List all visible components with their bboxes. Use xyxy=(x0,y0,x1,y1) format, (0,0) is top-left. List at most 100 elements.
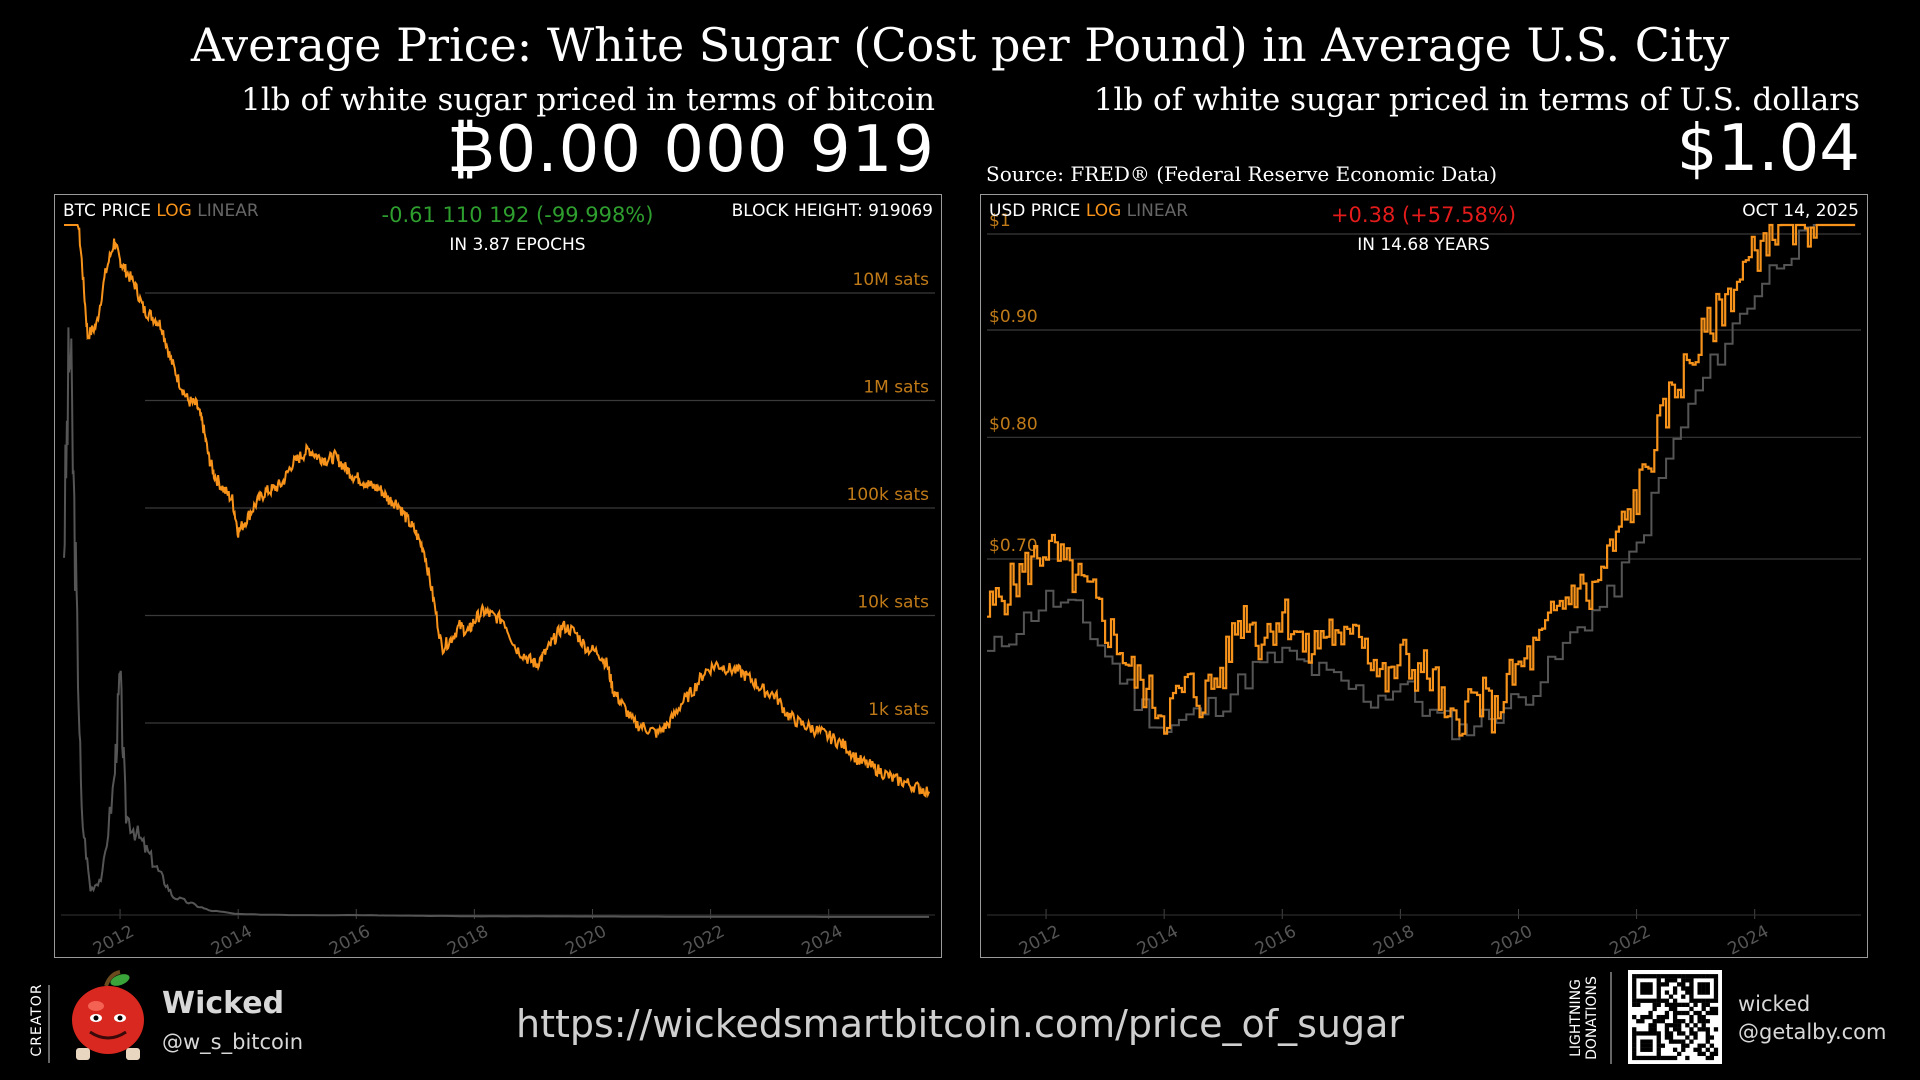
qr-module xyxy=(1644,982,1649,987)
qr-module xyxy=(1693,1023,1698,1028)
qr-module xyxy=(1632,1002,1637,1007)
btc-x-tick-label: 2024 xyxy=(799,922,847,956)
qr-module xyxy=(1668,1055,1674,1061)
qr-module xyxy=(1648,1043,1653,1048)
current-date: OCT 14, 2025 xyxy=(1742,201,1859,221)
qr-module xyxy=(1640,1043,1645,1048)
usd-linear-toggle[interactable]: LINEAR xyxy=(1126,201,1189,221)
qr-module xyxy=(1648,1047,1653,1052)
qr-module xyxy=(1632,1014,1637,1020)
qr-module xyxy=(1705,1055,1710,1061)
qr-module xyxy=(1644,990,1649,995)
creator-handle[interactable]: @w_s_bitcoin xyxy=(162,1030,304,1054)
qr-module xyxy=(1697,974,1702,979)
btc-linear-toggle[interactable]: LINEAR xyxy=(197,201,259,221)
qr-module xyxy=(1693,1035,1698,1040)
btc-linear-line xyxy=(63,327,930,918)
qr-module xyxy=(1701,1043,1706,1048)
usd-x-tick-label: 2018 xyxy=(1370,922,1418,956)
qr-module xyxy=(1668,1002,1674,1007)
qr-module xyxy=(1672,1039,1678,1044)
btc-price-label: BTC PRICE xyxy=(63,201,152,221)
qr-module xyxy=(1685,1010,1690,1016)
qr-module xyxy=(1656,1051,1661,1057)
qr-module xyxy=(1664,1035,1670,1040)
qr-module xyxy=(1660,1014,1665,1020)
qr-module xyxy=(1705,982,1710,987)
qr-module xyxy=(1652,1031,1657,1036)
qr-module xyxy=(1705,998,1710,1003)
qr-module xyxy=(1672,974,1678,979)
qr-module xyxy=(1709,1055,1715,1061)
qr-module xyxy=(1677,1039,1682,1044)
qr-module xyxy=(1701,998,1706,1003)
qr-module xyxy=(1644,1043,1649,1048)
qr-module xyxy=(1648,998,1653,1003)
qr-module xyxy=(1713,1027,1719,1032)
right-subtitle: 1lb of white sugar priced in terms of U.… xyxy=(1093,82,1860,118)
qr-module xyxy=(1705,974,1710,979)
qr-module xyxy=(1672,1006,1678,1012)
qr-module xyxy=(1632,994,1637,999)
qr-module xyxy=(1672,990,1678,995)
btc-log-toggle[interactable]: LOG xyxy=(156,201,192,221)
qr-module xyxy=(1681,986,1686,991)
qr-module xyxy=(1705,1039,1710,1044)
site-url[interactable]: https://wickedsmartbitcoin.com/price_of_… xyxy=(515,1002,1405,1046)
qr-module xyxy=(1656,986,1661,991)
qr-module xyxy=(1697,986,1702,991)
qr-module xyxy=(1677,974,1682,979)
qr-module xyxy=(1681,1010,1686,1016)
usd-level-label: $1 xyxy=(989,211,1011,231)
qr-module xyxy=(1664,1055,1670,1061)
lightning-qr-code[interactable] xyxy=(1628,970,1722,1064)
qr-module xyxy=(1652,1023,1657,1028)
qr-module xyxy=(1677,1051,1682,1057)
qr-module xyxy=(1685,974,1690,979)
qr-module xyxy=(1681,1019,1686,1024)
qr-module xyxy=(1632,986,1637,991)
qr-module xyxy=(1660,974,1665,979)
qr-module xyxy=(1668,1035,1674,1040)
qr-module xyxy=(1664,1010,1670,1016)
qr-module xyxy=(1677,1010,1682,1016)
qr-module xyxy=(1693,1010,1698,1016)
left-price-value: ₿0.00 000 919 xyxy=(447,113,935,187)
qr-module xyxy=(1713,1047,1719,1052)
qr-module xyxy=(1713,1051,1719,1057)
lightning-address-line2[interactable]: @getalby.com xyxy=(1738,1020,1887,1044)
qr-module xyxy=(1656,1035,1661,1040)
qr-module xyxy=(1668,1023,1674,1028)
avatar xyxy=(68,970,148,1062)
qr-module xyxy=(1681,978,1686,983)
qr-module xyxy=(1685,978,1690,983)
qr-module xyxy=(1681,1031,1686,1036)
qr-module xyxy=(1632,982,1637,987)
page-title: Average Price: White Sugar (Cost per Pou… xyxy=(190,18,1730,72)
qr-module xyxy=(1672,1010,1678,1016)
usd-log-toggle[interactable]: LOG xyxy=(1085,201,1122,221)
qr-module xyxy=(1652,1027,1657,1032)
btc-x-tick-label: 2012 xyxy=(90,922,138,956)
qr-module xyxy=(1689,990,1694,995)
qr-module xyxy=(1705,1002,1710,1007)
qr-module xyxy=(1656,1019,1661,1024)
qr-module xyxy=(1636,1055,1641,1061)
qr-module xyxy=(1640,1039,1645,1044)
qr-module xyxy=(1689,994,1694,999)
btc-change-value: -0.61 110 192 (-99.998%) xyxy=(381,203,654,227)
qr-module xyxy=(1693,974,1698,979)
qr-module xyxy=(1656,1039,1661,1044)
qr-module xyxy=(1668,978,1674,983)
qr-module xyxy=(1632,1035,1637,1040)
qr-module xyxy=(1664,1014,1670,1020)
qr-module xyxy=(1685,986,1690,991)
qr-module xyxy=(1709,1006,1715,1012)
qr-module xyxy=(1648,1055,1653,1061)
usd-x-tick-label: 2024 xyxy=(1725,922,1773,956)
lightning-address-line1[interactable]: wicked xyxy=(1738,992,1811,1016)
qr-module xyxy=(1656,982,1661,987)
qr-module xyxy=(1664,1023,1670,1028)
qr-module xyxy=(1632,1039,1637,1044)
qr-module xyxy=(1685,1002,1690,1007)
